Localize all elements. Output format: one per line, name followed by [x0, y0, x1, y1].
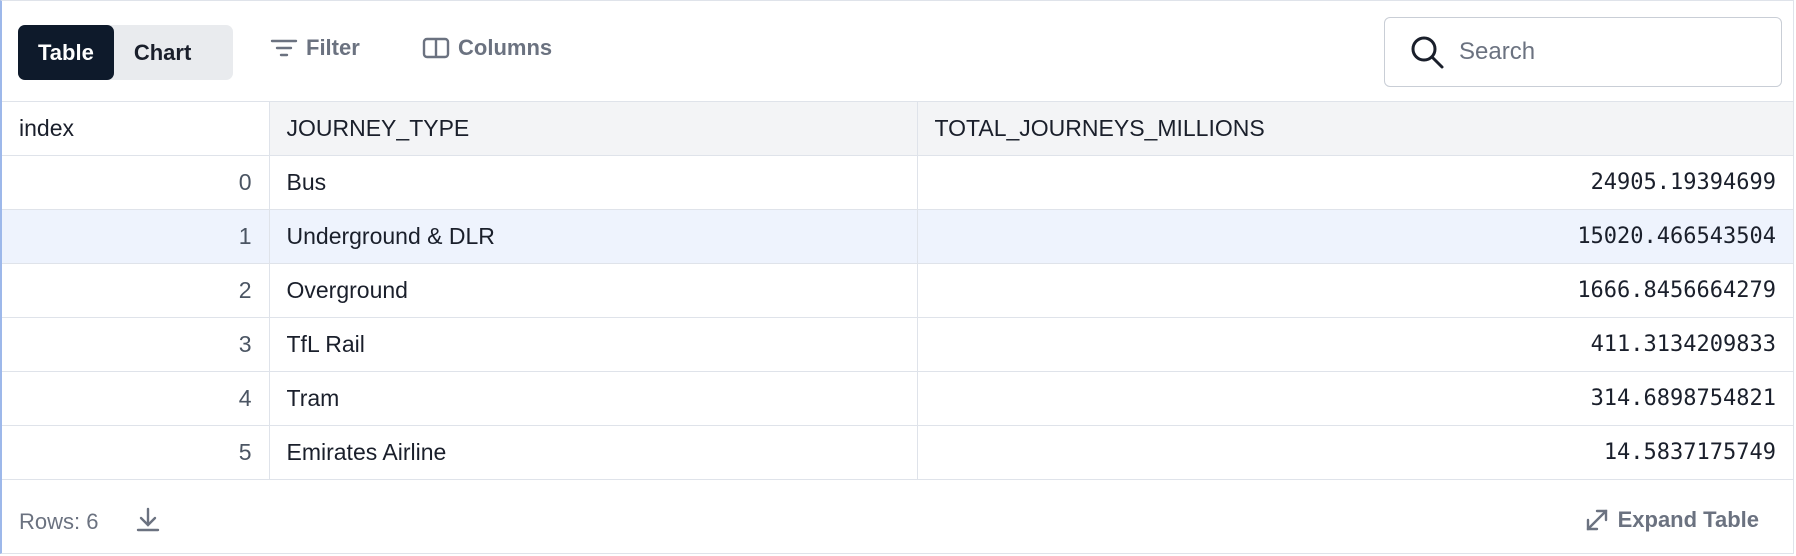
data-table: index JOURNEY_TYPE TOTAL_JOURNEYS_MILLIONS… [2, 101, 1793, 480]
column-header[interactable]: TOTAL_JOURNEYS_MILLIONS [917, 101, 1793, 156]
column-header[interactable]: JOURNEY_TYPE [269, 101, 918, 156]
download-icon[interactable] [135, 507, 161, 533]
search-icon [1411, 36, 1444, 69]
table-cell: 1 [2, 209, 270, 264]
table-cell: 2 [2, 263, 270, 318]
column-header[interactable]: index [2, 101, 270, 156]
table-cell: Emirates Airline [269, 425, 918, 480]
table-cell: Overground [269, 263, 918, 318]
expand-icon [1586, 509, 1607, 531]
columns-label: Columns [458, 35, 553, 60]
table-row: 4 Tram 314.6898754821 [2, 371, 1793, 426]
view-tabs: Table Chart [18, 25, 233, 80]
row-count: Rows: 6 [19, 507, 161, 535]
table-cell: 15020.466543504 [917, 209, 1793, 264]
table-cell: Underground & DLR [269, 209, 918, 264]
table-cell: Bus [269, 155, 918, 210]
table-cell: 3 [2, 317, 270, 372]
expand-label: Expand Table [1617, 507, 1759, 532]
columns-icon [422, 37, 450, 59]
table-cell: 4 [2, 371, 270, 426]
table-cell: TfL Rail [269, 317, 918, 372]
filter-icon [270, 39, 298, 57]
chart-tab[interactable]: Chart [133, 40, 192, 65]
table-cell: 411.3134209833 [917, 317, 1793, 372]
columns-button[interactable]: Columns [422, 35, 552, 61]
expand-button[interactable]: Expand Table [1584, 507, 1759, 533]
table-row: 5 Emirates Airline 14.5837175749 [2, 425, 1793, 480]
table-cell: 5 [2, 425, 270, 480]
table-cell: 1666.8456664279 [917, 263, 1793, 318]
table-cell: 0 [2, 155, 270, 210]
header-row: index JOURNEY_TYPE TOTAL_JOURNEYS_MILLIONS [2, 101, 1793, 156]
filter-button[interactable]: Filter [270, 35, 360, 61]
search-placeholder: Search [1459, 38, 1536, 65]
table-row: 0 Bus 24905.19394699 [2, 155, 1793, 210]
search-box[interactable]: Search [1384, 17, 1782, 87]
table-row: 3 TfL Rail 411.3134209833 [2, 317, 1793, 372]
row-count-label: Rows: 6 [19, 509, 99, 534]
table-cell: Tram [269, 371, 918, 426]
table-tab[interactable]: Table [18, 25, 114, 80]
table-cell: 314.6898754821 [917, 371, 1793, 426]
table-row: 2 Overground 1666.8456664279 [2, 263, 1793, 318]
table-cell: 14.5837175749 [917, 425, 1793, 480]
table-row: 1 Underground & DLR 15020.466543504 [2, 209, 1793, 264]
toolbar: Table Chart Filter Columns Search [2, 1, 1793, 101]
table-cell: 24905.19394699 [917, 155, 1793, 210]
filter-label: Filter [306, 35, 360, 60]
footer: Rows: 6 Expand Table [2, 483, 1793, 555]
